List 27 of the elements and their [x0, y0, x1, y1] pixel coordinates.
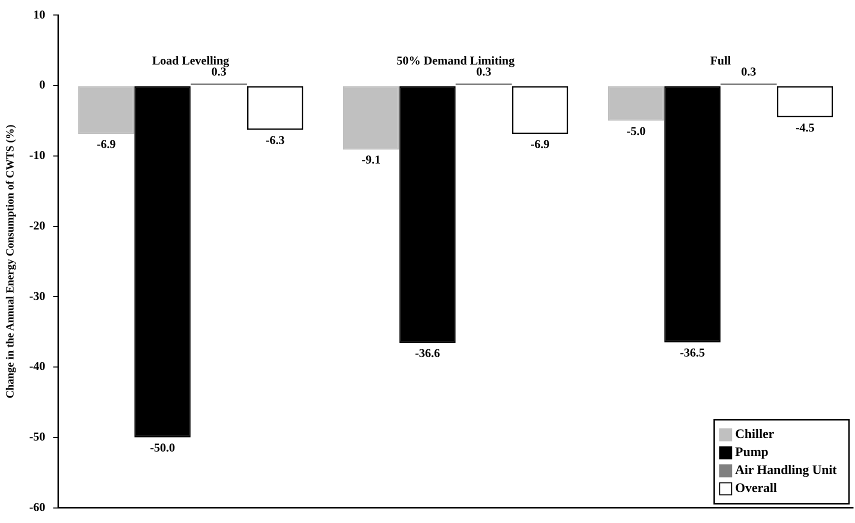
- data-label: -50.0: [150, 440, 176, 455]
- data-label: 0.3: [476, 64, 492, 79]
- data-label: -9.1: [362, 152, 381, 167]
- legend-label: Chiller: [735, 426, 774, 442]
- legend-label: Pump: [735, 444, 768, 460]
- data-label: -4.5: [795, 120, 814, 134]
- data-label: 0.3: [741, 64, 756, 79]
- y-tick-label: -40: [29, 359, 46, 374]
- y-tick-label: -60: [29, 500, 46, 514]
- data-label: -5.0: [626, 124, 646, 138]
- y-tick-label: -30: [29, 288, 46, 303]
- y-tick-label: -50: [29, 430, 46, 444]
- y-tick-label: 0: [39, 78, 46, 92]
- data-label: -6.9: [96, 137, 116, 152]
- y-tick-label: 10: [33, 7, 46, 22]
- y-tick-label: -20: [29, 218, 46, 232]
- y-axis-title: Change in the Annual Energy Consumption of CWTS (%): [4, 124, 16, 398]
- legend-label: Overall: [735, 480, 778, 496]
- y-tick-label: -10: [29, 148, 46, 162]
- data-label: -6.3: [266, 133, 285, 147]
- x-tick-label: Load Levelling: [152, 53, 230, 68]
- x-tick-label: Full: [710, 53, 732, 68]
- data-label: -36.6: [414, 346, 440, 360]
- data-label: -36.5: [680, 346, 705, 360]
- data-label: -6.9: [530, 137, 550, 152]
- legend-label: Air Handling Unit: [735, 462, 838, 478]
- x-tick-label: 50% Demand Limiting: [396, 53, 515, 68]
